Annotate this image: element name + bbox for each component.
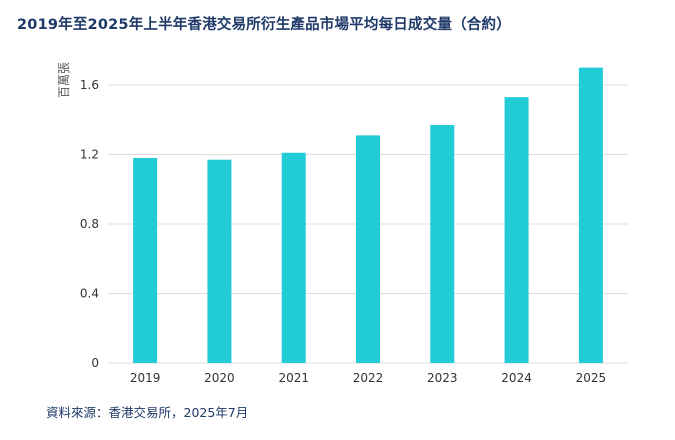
y-tick-label: 1.2 bbox=[80, 148, 99, 162]
bar-2019 bbox=[133, 157, 158, 363]
x-tick-label: 2020 bbox=[204, 371, 235, 385]
bar-2020 bbox=[207, 159, 232, 363]
y-axis-title: 百萬張 bbox=[57, 62, 71, 98]
x-tick-labels: 2019 2020 2021 2022 2023 2024 2025 bbox=[130, 371, 606, 385]
x-tick-label: 2021 bbox=[278, 371, 309, 385]
bar-2023 bbox=[430, 124, 455, 364]
y-tick-label: 0 bbox=[91, 356, 99, 370]
x-tick-label: 2023 bbox=[427, 371, 458, 385]
y-tick-label: 0.8 bbox=[80, 217, 99, 231]
y-tick-label: 1.6 bbox=[80, 78, 99, 92]
source-note: 資料來源：香港交易所，2025年7月 bbox=[46, 405, 249, 420]
bar-2024 bbox=[504, 97, 529, 363]
chart-title: 2019年至2025年上半年香港交易所衍生產品市場平均每日成交量（合約） bbox=[17, 17, 511, 33]
y-tick-label: 0.4 bbox=[80, 287, 99, 301]
bar-2022 bbox=[356, 135, 380, 363]
x-tick-label: 2019 bbox=[130, 371, 161, 385]
y-tick-labels: 0 0.4 0.8 1.2 1.6 bbox=[80, 78, 99, 370]
x-tick-label: 2024 bbox=[501, 371, 532, 385]
x-tick-label: 2025 bbox=[576, 371, 607, 385]
x-tick-label: 2022 bbox=[353, 371, 384, 385]
bar-2021 bbox=[281, 152, 306, 363]
bars bbox=[133, 67, 603, 364]
bar-2025 bbox=[578, 67, 603, 363]
